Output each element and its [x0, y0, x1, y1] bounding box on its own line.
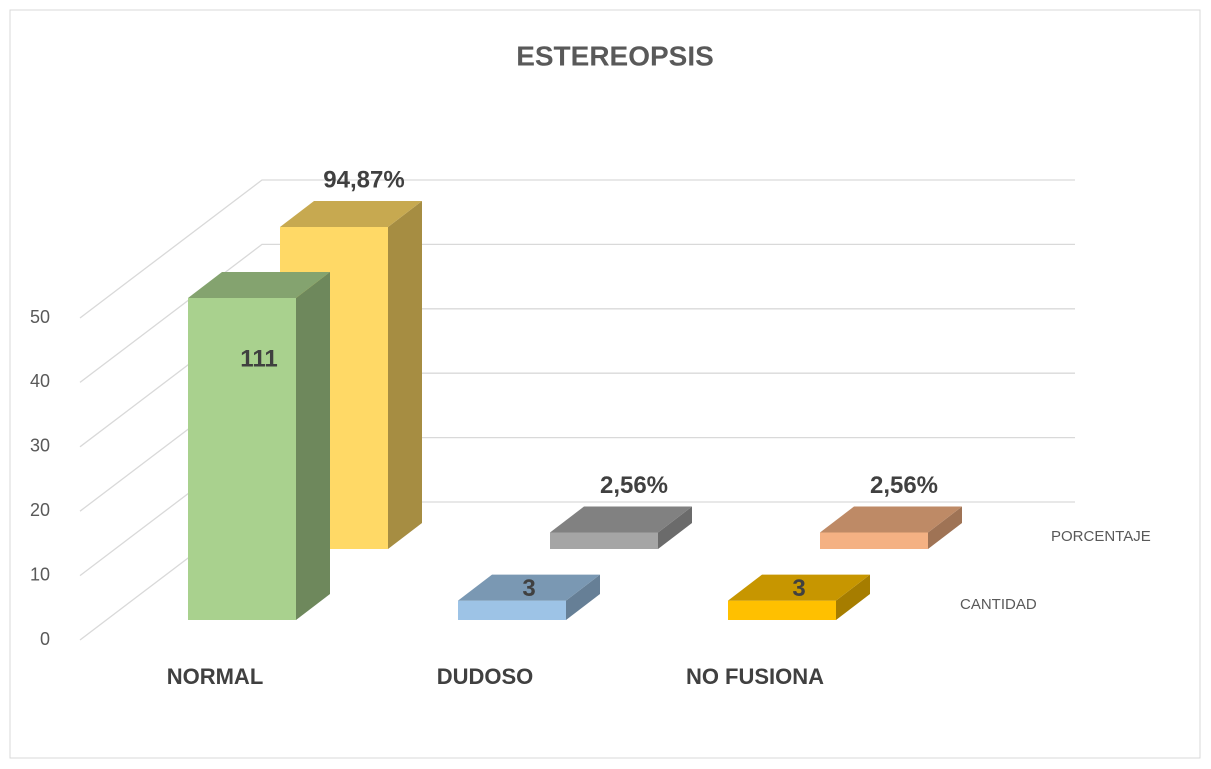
legend-label: CANTIDAD	[960, 596, 1037, 613]
grid-line	[79, 243, 1075, 383]
bar	[820, 506, 962, 549]
bar-side	[928, 506, 962, 549]
bar-side	[296, 272, 330, 620]
data-label: 3	[522, 575, 535, 602]
bar	[550, 506, 692, 549]
legend-label: PORCENTAJE	[1051, 528, 1151, 545]
data-label: 2,56%	[600, 472, 668, 499]
bar-top	[550, 506, 692, 533]
bar-top	[728, 574, 870, 601]
y-tick-label: 20	[30, 500, 50, 520]
bar-front	[728, 600, 836, 620]
bar-front	[550, 532, 658, 549]
data-label: 111	[240, 345, 277, 372]
x-tick-label: DUDOSO	[437, 664, 534, 689]
chart-title: ESTEREOPSIS	[516, 40, 714, 71]
data-label: 2,56%	[870, 472, 938, 499]
data-label: 3	[792, 575, 805, 602]
bar-side	[566, 574, 600, 620]
bar-top	[280, 201, 422, 227]
bar-front	[820, 532, 928, 549]
bar	[188, 272, 330, 620]
bar-front	[188, 298, 296, 620]
y-tick-label: 30	[30, 436, 50, 456]
bar-side	[388, 201, 422, 549]
bar-top	[458, 574, 600, 601]
y-tick-label: 40	[30, 371, 50, 391]
bar-side	[658, 506, 692, 549]
x-tick-label: NORMAL	[167, 664, 264, 689]
y-tick-label: 0	[40, 629, 50, 649]
bar-top	[820, 506, 962, 533]
y-tick-label: 50	[30, 307, 50, 327]
x-tick-label: NO FUSIONA	[686, 664, 824, 689]
y-tick-label: 10	[30, 564, 50, 584]
grid-line	[79, 179, 1075, 319]
bar-front	[458, 600, 566, 620]
bar	[728, 574, 870, 620]
bar-top	[188, 272, 330, 298]
data-label: 94,87%	[323, 166, 404, 193]
bar	[458, 574, 600, 620]
bar-side	[836, 574, 870, 620]
